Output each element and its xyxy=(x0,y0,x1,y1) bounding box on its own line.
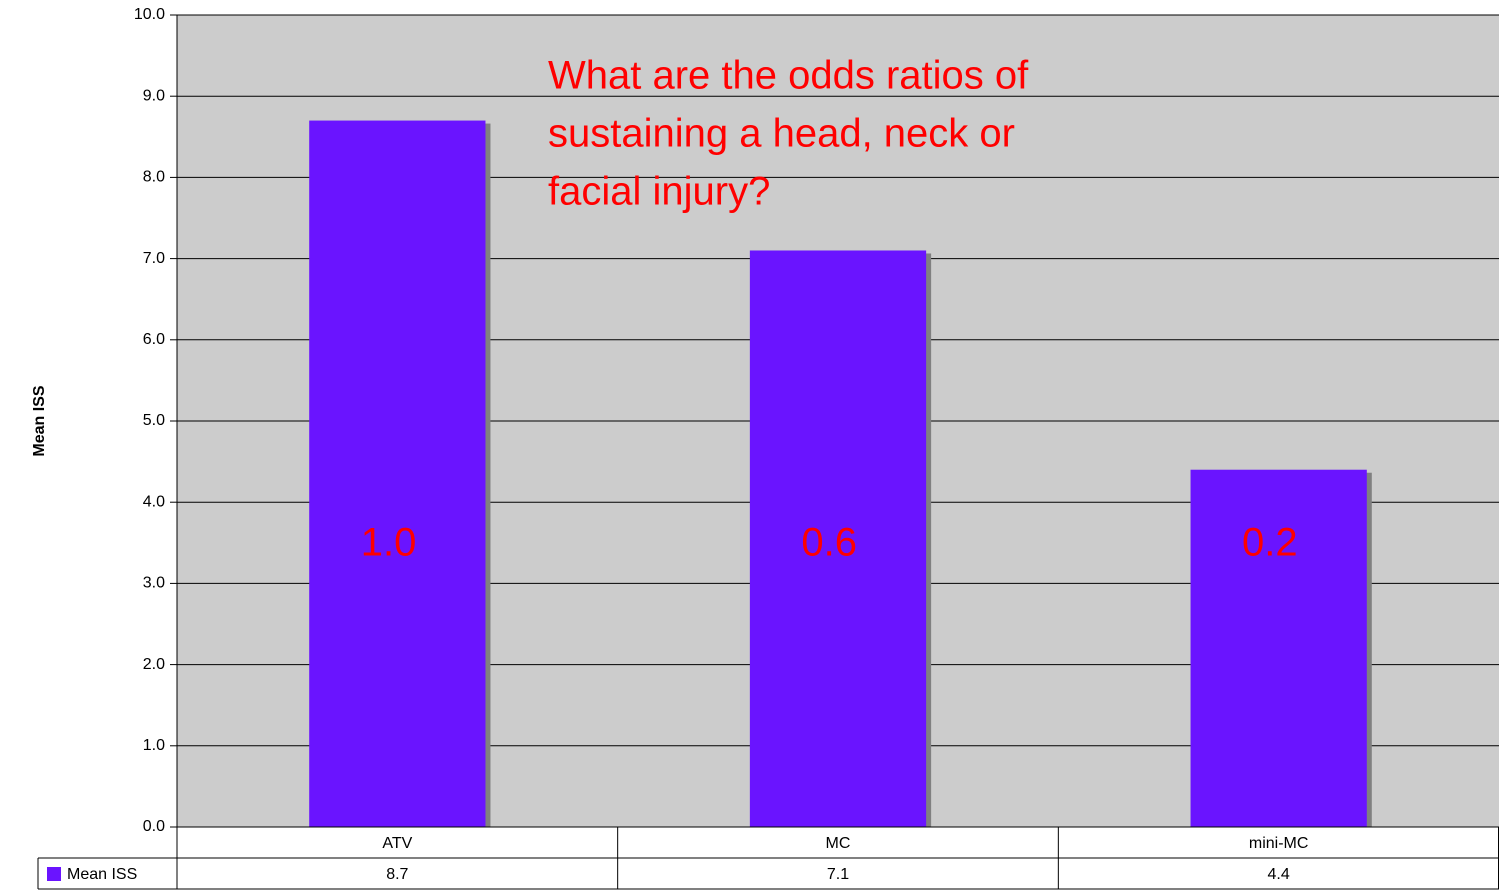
bar xyxy=(1190,469,1367,827)
bar xyxy=(309,120,486,827)
x-tick-label: ATV xyxy=(382,835,412,852)
y-tick-label: 7.0 xyxy=(143,250,165,267)
y-tick-label: 10.0 xyxy=(134,6,165,23)
bar xyxy=(749,250,927,828)
y-tick-label: 5.0 xyxy=(143,412,165,429)
annotation: sustaining a head, neck or xyxy=(548,112,1015,156)
table-value: 8.7 xyxy=(386,866,408,883)
y-tick-label: 8.0 xyxy=(143,169,165,186)
bar-annotation: 1.0 xyxy=(361,521,417,565)
table-value: 4.4 xyxy=(1268,866,1290,883)
y-tick-label: 9.0 xyxy=(143,87,165,104)
bar-annotation: 0.2 xyxy=(1242,521,1298,565)
y-tick-label: 1.0 xyxy=(143,737,165,754)
annotation: What are the odds ratios of xyxy=(548,54,1029,98)
annotation: facial injury? xyxy=(548,170,770,214)
x-tick-label: MC xyxy=(826,835,851,852)
legend-label: Mean ISS xyxy=(67,866,137,883)
legend-swatch xyxy=(47,867,61,881)
bar-annotation: 0.6 xyxy=(801,521,857,565)
y-tick-label: 6.0 xyxy=(143,331,165,348)
y-tick-label: 0.0 xyxy=(143,818,165,835)
y-tick-label: 3.0 xyxy=(143,575,165,592)
y-tick-label: 4.0 xyxy=(143,493,165,510)
table-value: 7.1 xyxy=(827,866,849,883)
y-axis-label: Mean ISS xyxy=(31,385,48,456)
y-tick-label: 2.0 xyxy=(143,656,165,673)
x-tick-label: mini-MC xyxy=(1249,835,1309,852)
